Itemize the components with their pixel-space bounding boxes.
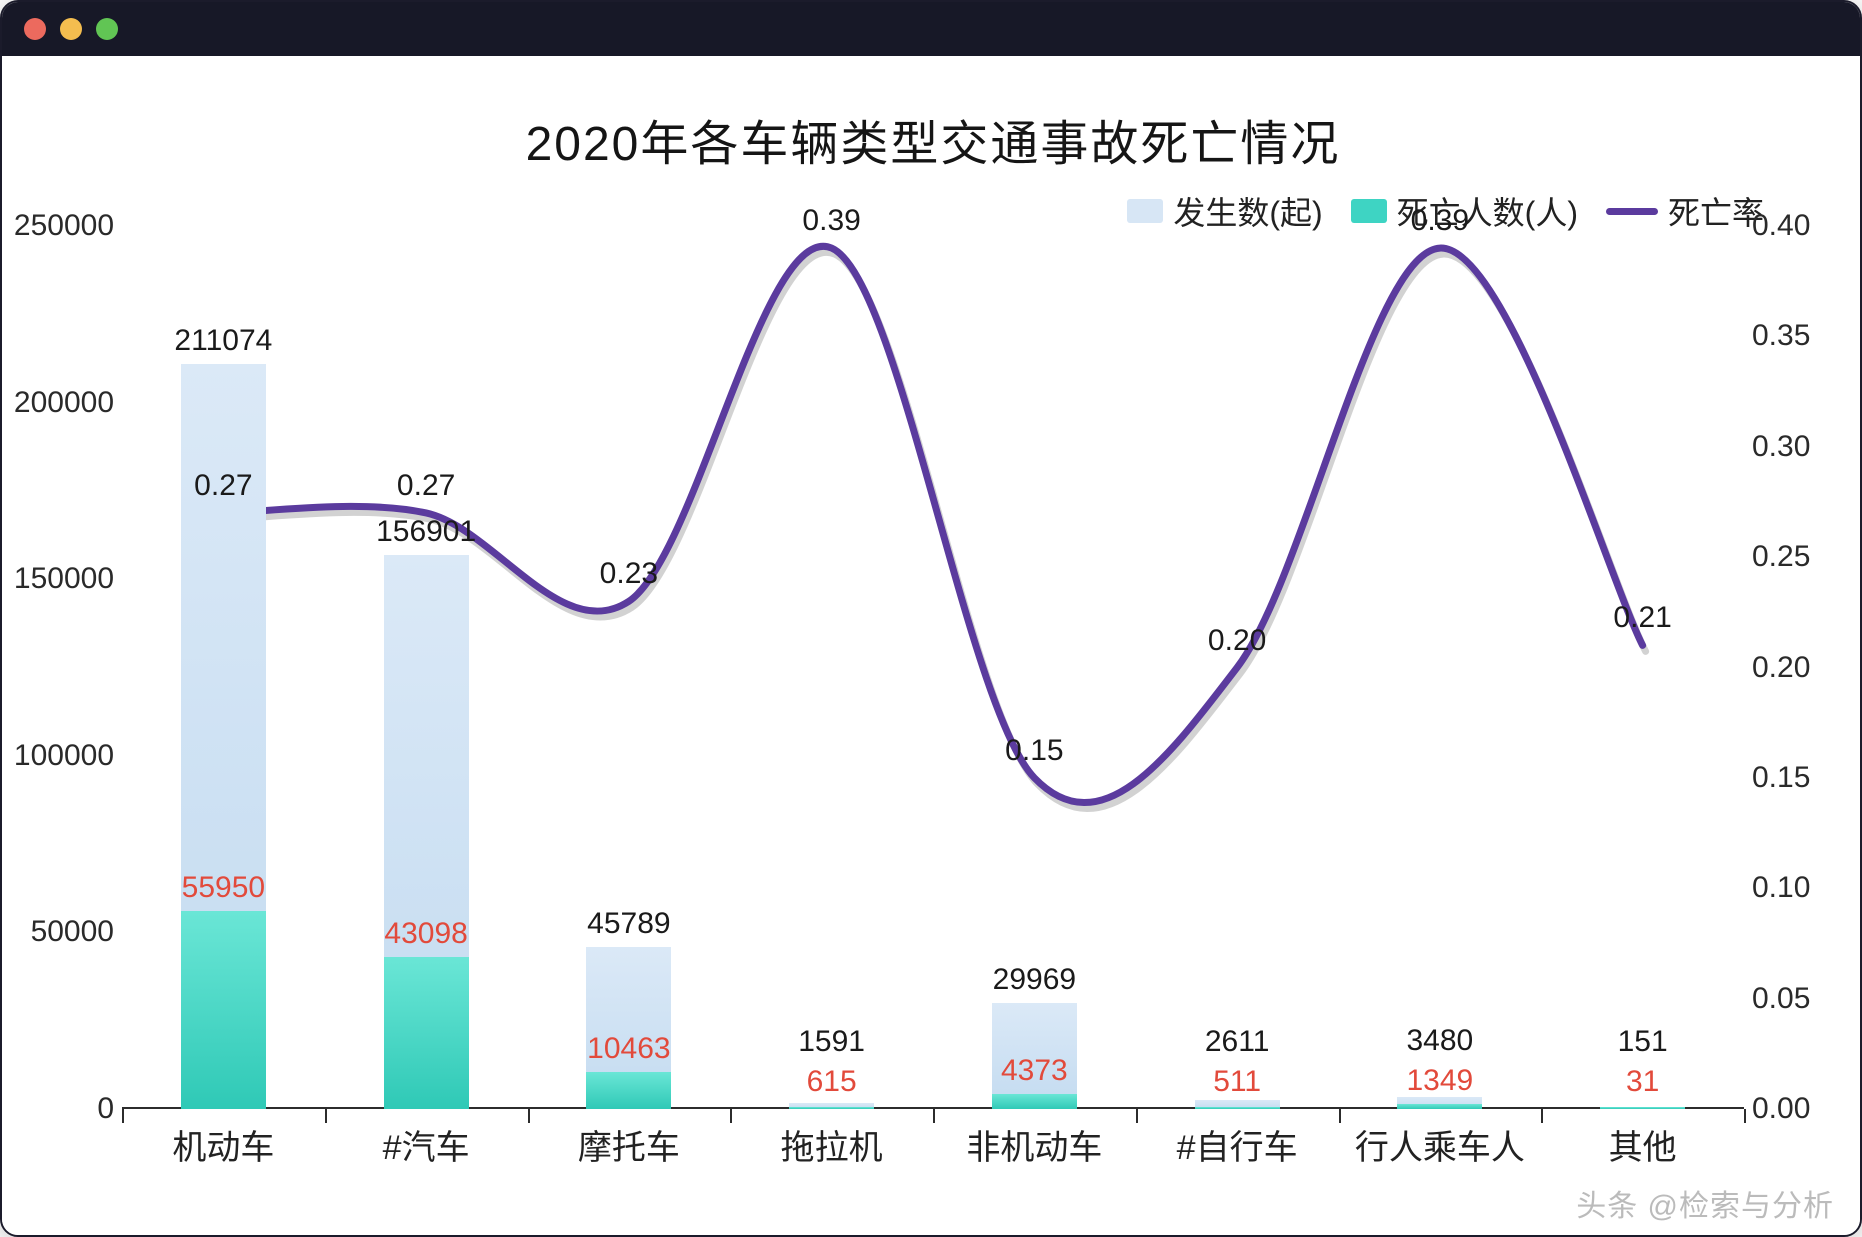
x-tick (122, 1109, 124, 1123)
value-label-deaths: 10463 (587, 1032, 670, 1066)
y-right-tick: 0.40 (1752, 209, 1862, 243)
chart-title: 2020年各车辆类型交通事故死亡情况 (2, 104, 1862, 174)
value-label-deaths: 1349 (1407, 1064, 1474, 1098)
y-right-tick: 0.20 (1752, 651, 1862, 685)
y-right-tick: 0.05 (1752, 982, 1862, 1016)
value-label-occurrences: 2611 (1205, 1025, 1270, 1059)
y-left-tick: 200000 (4, 386, 114, 420)
legend-swatch-icon (1351, 199, 1387, 223)
value-label-occurrences: 29969 (993, 963, 1076, 997)
y-left-tick: 100000 (4, 739, 114, 773)
y-right-tick: 0.35 (1752, 319, 1862, 353)
value-label-rate: 0.39 (1411, 204, 1469, 238)
x-tick (933, 1109, 935, 1123)
y-right-tick: 0.00 (1752, 1092, 1862, 1126)
category-label: 其他 (1541, 1120, 1744, 1169)
value-label-rate: 0.27 (397, 469, 455, 503)
category-label: 机动车 (122, 1120, 325, 1169)
value-label-deaths: 511 (1213, 1065, 1261, 1099)
value-label-deaths: 615 (807, 1065, 857, 1099)
browser-window: 2020年各车辆类型交通事故死亡情况 发生数(起)死亡人数(人)死亡率 0500… (0, 0, 1862, 1237)
y-left-tick: 50000 (4, 915, 114, 949)
bar-死亡人数(人) (789, 1107, 874, 1109)
value-label-rate: 0.15 (1005, 734, 1063, 768)
x-tick (325, 1109, 327, 1123)
value-label-rate: 0.20 (1208, 624, 1266, 658)
x-tick (1744, 1109, 1746, 1123)
line-chart-layer (122, 226, 1744, 1109)
value-label-occurrences: 211074 (174, 324, 272, 358)
value-label-occurrences: 156901 (376, 515, 476, 549)
value-label-occurrences: 3480 (1407, 1024, 1474, 1058)
category-label: #汽车 (325, 1120, 528, 1169)
value-label-occurrences: 45789 (587, 907, 670, 941)
bar-死亡人数(人) (1600, 1107, 1685, 1109)
maximize-dot[interactable] (96, 18, 118, 40)
x-tick (1339, 1109, 1341, 1123)
y-left-tick: 250000 (4, 209, 114, 243)
y-right-tick: 0.15 (1752, 761, 1862, 795)
x-tick (730, 1109, 732, 1123)
bar-死亡人数(人) (1397, 1104, 1482, 1109)
value-label-deaths: 55950 (182, 871, 265, 905)
value-label-occurrences: 151 (1618, 1025, 1668, 1059)
y-left-tick: 0 (4, 1092, 114, 1126)
x-tick (1136, 1109, 1138, 1123)
legend-swatch-icon (1127, 199, 1163, 223)
y-right-tick: 0.30 (1752, 430, 1862, 464)
x-tick (528, 1109, 530, 1123)
value-label-rate: 0.39 (802, 204, 860, 238)
bar-死亡人数(人) (992, 1094, 1077, 1109)
chart-plot: 050000100000150000200000250000 0.000.050… (122, 226, 1744, 1109)
x-tick (1541, 1109, 1543, 1123)
bar-死亡人数(人) (1195, 1107, 1280, 1109)
y-axis-left: 050000100000150000200000250000 (4, 226, 114, 1109)
value-label-rate: 0.21 (1613, 601, 1671, 635)
watermark: 头条 @检索与分析 (1576, 1181, 1834, 1225)
minimize-dot[interactable] (60, 18, 82, 40)
category-label: 摩托车 (528, 1120, 731, 1169)
bar-死亡人数(人) (586, 1072, 671, 1109)
category-label: 非机动车 (933, 1120, 1136, 1169)
y-right-tick: 0.10 (1752, 871, 1862, 905)
chart-area: 2020年各车辆类型交通事故死亡情况 发生数(起)死亡人数(人)死亡率 0500… (2, 56, 1862, 1237)
value-label-deaths: 31 (1626, 1065, 1659, 1099)
value-label-rate: 0.27 (194, 469, 252, 503)
legend-line-icon (1606, 208, 1658, 215)
category-label: 拖拉机 (730, 1120, 933, 1169)
value-label-rate: 0.23 (600, 557, 658, 591)
y-axis-right: 0.000.050.100.150.200.250.300.350.40 (1752, 226, 1862, 1109)
bar-死亡人数(人) (384, 957, 469, 1109)
y-left-tick: 150000 (4, 562, 114, 596)
close-dot[interactable] (24, 18, 46, 40)
value-label-deaths: 4373 (1001, 1054, 1068, 1088)
bar-死亡人数(人) (181, 911, 266, 1109)
value-label-occurrences: 1591 (798, 1025, 865, 1059)
y-right-tick: 0.25 (1752, 540, 1862, 574)
titlebar (2, 2, 1860, 56)
value-label-deaths: 43098 (384, 917, 467, 951)
category-label: 行人乘车人 (1339, 1120, 1542, 1169)
category-label: #自行车 (1136, 1120, 1339, 1169)
